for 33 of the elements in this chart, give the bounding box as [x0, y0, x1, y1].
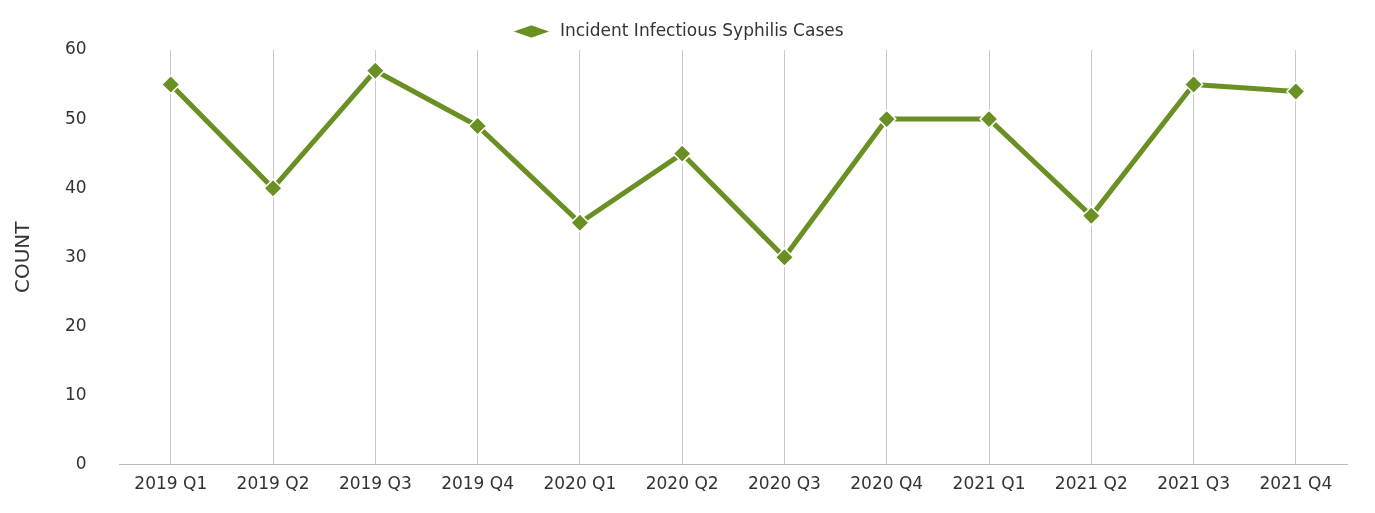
point: [876, 109, 897, 129]
legend-label: Incident Infectious Syphilis Cases: [559, 19, 844, 40]
y-tick-label: 30: [64, 245, 87, 266]
point: [263, 178, 283, 198]
y-axis-title: COUNT: [10, 220, 35, 294]
x-tick-label: 2021 Q3: [1157, 473, 1231, 494]
y-tick-label: 0: [75, 453, 87, 474]
y-tick-label: 40: [64, 176, 87, 197]
x-tick-label: 2020 Q4: [850, 473, 924, 494]
point: [161, 74, 181, 95]
point: [979, 109, 999, 129]
x-tick-label: 2019 Q3: [338, 473, 412, 494]
point: [1081, 206, 1102, 226]
x-tick-label: 2021 Q4: [1259, 473, 1333, 494]
x-tick-label: 2020 Q2: [645, 473, 719, 494]
point: [570, 213, 590, 233]
x-tick-label: 2020 Q1: [543, 473, 617, 494]
x-tick-label: 2019 Q4: [441, 473, 515, 494]
x-tick-label: 2021 Q2: [1054, 473, 1128, 494]
y-tick-label: 20: [64, 314, 87, 335]
point: [1286, 81, 1306, 102]
point: [365, 60, 386, 81]
y-tick-label: 10: [64, 383, 87, 404]
x-tick-label: 2021 Q1: [952, 473, 1026, 494]
y-tick-label: 50: [64, 107, 87, 128]
point: [774, 247, 795, 268]
y-tick-label: 60: [64, 38, 87, 59]
point: [1183, 74, 1204, 95]
point: [672, 143, 692, 164]
x-tick-label: 2019 Q2: [236, 473, 310, 494]
x-tick-label: 2020 Q3: [748, 473, 821, 494]
x-tick-label: 2019 Q1: [134, 473, 208, 494]
point: [467, 116, 488, 136]
